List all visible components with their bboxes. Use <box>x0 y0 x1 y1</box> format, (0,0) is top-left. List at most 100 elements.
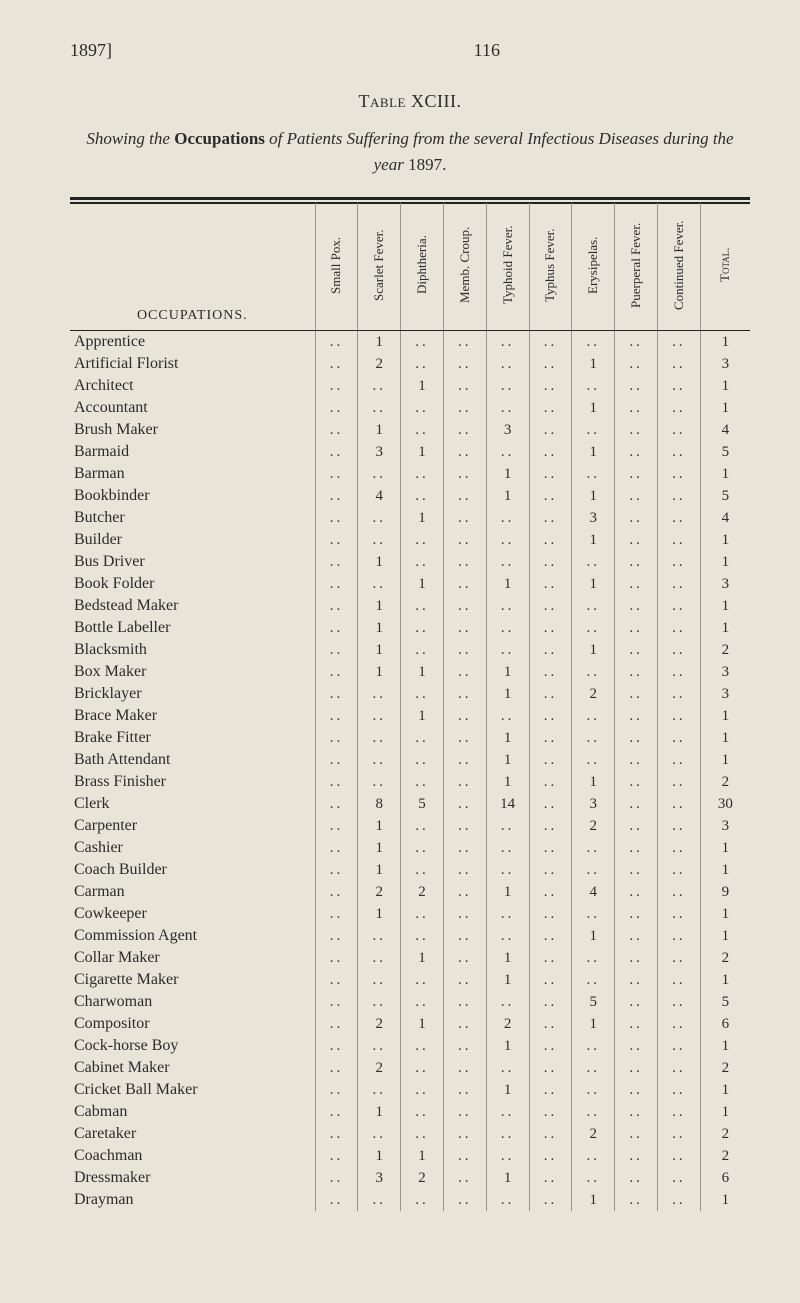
blank-dots: .. <box>587 664 601 680</box>
blank-dots: .. <box>501 444 515 460</box>
data-cell: .. <box>486 397 529 419</box>
data-cell: .. <box>572 1057 615 1079</box>
table-row: Carman..22..1..4....9 <box>70 881 750 903</box>
occupation-name: Cabinet Maker <box>74 1059 224 1077</box>
blank-dots: .. <box>587 620 601 636</box>
data-cell: .. <box>529 1057 572 1079</box>
total-cell: 1 <box>700 925 750 947</box>
blank-dots: .. <box>501 1104 515 1120</box>
data-cell: .. <box>615 375 658 397</box>
blank-dots: .. <box>501 642 515 658</box>
occupation-name: Charwoman <box>74 993 224 1011</box>
data-cell: .. <box>529 353 572 375</box>
occupation-cell: Apprentice <box>70 331 315 354</box>
data-cell: .. <box>443 1057 486 1079</box>
data-cell: .. <box>615 507 658 529</box>
data-cell: .. <box>529 1101 572 1123</box>
table-row: Bricklayer........1..2....3 <box>70 683 750 705</box>
data-cell: 1 <box>572 397 615 419</box>
blank-dots: .. <box>458 444 472 460</box>
data-cell: .. <box>401 1079 444 1101</box>
data-cell: .. <box>615 617 658 639</box>
data-cell: .. <box>572 903 615 925</box>
data-cell: .. <box>572 837 615 859</box>
total-cell: 3 <box>700 683 750 705</box>
data-cell: .. <box>358 727 401 749</box>
blank-dots: .. <box>629 994 643 1010</box>
data-cell: .. <box>657 573 700 595</box>
blank-dots: .. <box>544 356 558 372</box>
blank-dots: .. <box>372 378 386 394</box>
blank-dots: .. <box>501 400 515 416</box>
table-row: Architect....1............1 <box>70 375 750 397</box>
total-cell: 1 <box>700 749 750 771</box>
data-cell: .. <box>486 551 529 573</box>
table-row: Clerk..85..14..3....30 <box>70 793 750 815</box>
blank-dots: .. <box>415 752 429 768</box>
blank-dots: .. <box>330 554 344 570</box>
data-cell: .. <box>401 397 444 419</box>
blank-dots: .. <box>458 510 472 526</box>
data-cell: .. <box>657 1013 700 1035</box>
data-cell: .. <box>529 903 572 925</box>
data-cell: .. <box>615 419 658 441</box>
blank-dots: .. <box>629 554 643 570</box>
occupation-cell: Butcher <box>70 507 315 529</box>
total-cell: 1 <box>700 397 750 419</box>
table-row: Brush Maker..1....3........4 <box>70 419 750 441</box>
blank-dots: .. <box>672 510 686 526</box>
blank-dots: .. <box>672 554 686 570</box>
blank-dots: .. <box>629 1104 643 1120</box>
data-cell: .. <box>401 419 444 441</box>
blank-dots: .. <box>415 972 429 988</box>
blank-dots: .. <box>330 708 344 724</box>
blank-dots: .. <box>458 1016 472 1032</box>
blank-dots: .. <box>458 1060 472 1076</box>
data-cell: .. <box>315 969 358 991</box>
occupation-name: Bedstead Maker <box>74 597 224 615</box>
blank-dots: .. <box>330 488 344 504</box>
blank-dots: .. <box>415 1060 429 1076</box>
data-cell: .. <box>401 529 444 551</box>
data-cell: .. <box>315 639 358 661</box>
data-cell: .. <box>315 419 358 441</box>
data-cell: .. <box>486 1189 529 1211</box>
occupation-cell: Cock-horse Boy <box>70 1035 315 1057</box>
data-cell: .. <box>486 1101 529 1123</box>
blank-dots: .. <box>330 1060 344 1076</box>
caption-bold: Occupations <box>174 129 265 148</box>
blank-dots: .. <box>672 356 686 372</box>
blank-dots: .. <box>672 752 686 768</box>
occupation-name: Box Maker <box>74 663 224 681</box>
blank-dots: .. <box>629 1016 643 1032</box>
data-cell: .. <box>529 1013 572 1035</box>
data-cell: .. <box>401 969 444 991</box>
total-cell: 1 <box>700 1035 750 1057</box>
data-cell: .. <box>486 331 529 354</box>
blank-dots: .. <box>544 708 558 724</box>
data-cell: 1 <box>358 551 401 573</box>
data-cell: 3 <box>572 793 615 815</box>
col-scarlet-fever: Scarlet Fever. <box>358 204 401 331</box>
data-cell: .. <box>315 353 358 375</box>
total-cell: 2 <box>700 639 750 661</box>
blank-dots: .. <box>501 620 515 636</box>
blank-dots: .. <box>501 598 515 614</box>
data-cell: .. <box>657 551 700 573</box>
blank-dots: .. <box>544 1082 558 1098</box>
blank-dots: .. <box>415 840 429 856</box>
blank-dots: .. <box>629 1082 643 1098</box>
blank-dots: .. <box>587 598 601 614</box>
data-cell: .. <box>615 683 658 705</box>
occupation-name: Coachman <box>74 1147 224 1165</box>
data-cell: .. <box>401 639 444 661</box>
blank-dots: .. <box>372 532 386 548</box>
data-cell: .. <box>443 837 486 859</box>
blank-dots: .. <box>330 1104 344 1120</box>
data-cell: .. <box>315 705 358 727</box>
col-total: Total. <box>700 204 750 331</box>
total-cell: 2 <box>700 947 750 969</box>
data-cell: .. <box>315 837 358 859</box>
blank-dots: .. <box>629 532 643 548</box>
header-row: OCCUPATIONS. Small Pox. Scarlet Fever. D… <box>70 204 750 331</box>
